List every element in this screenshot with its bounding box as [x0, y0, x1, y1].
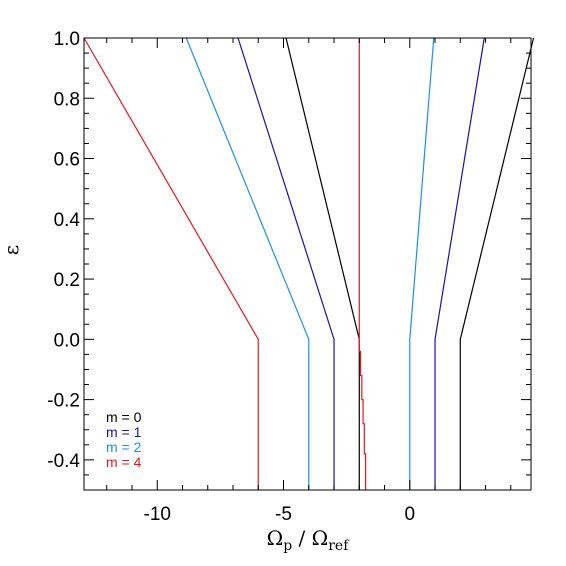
y-tick-label: 0.6: [54, 150, 80, 171]
y-tick-label: 0.2: [54, 270, 80, 291]
x-tick-label: 0: [404, 504, 415, 525]
axes: [83, 37, 532, 491]
ticks: [84, 37, 531, 491]
series-line-m-2-5: [409, 37, 435, 490]
y-tick-label: 0.0: [54, 330, 80, 351]
legend-item: m = 1: [106, 424, 142, 440]
series-line-m-4-6: [83, 37, 259, 490]
x-tick-label: -10: [144, 504, 171, 525]
x-tick-label: -5: [275, 504, 292, 525]
x-axis-label: Ωp / Ωref: [267, 526, 351, 554]
y-tick-label: 0.4: [54, 210, 81, 231]
series-line-m-0-1: [459, 37, 535, 490]
y-tick-label: 0.8: [54, 89, 80, 110]
series-layer: [83, 37, 535, 490]
tick-labels: -10 -5 0 1.0 0.8 0.6 0.4 0.2 0.0 -0.2 -0.4: [47, 29, 415, 525]
series-line-m-1-2: [237, 37, 335, 490]
legend-item: m = 4: [106, 454, 142, 470]
y-tick-label: -0.2: [47, 391, 80, 412]
series-line-m-1-3: [434, 37, 485, 490]
series-line-m-4-7: [358, 38, 367, 490]
series-line-m-0-0: [285, 37, 360, 490]
series-line-m-2-4: [185, 37, 310, 490]
legend-item: m = 0: [106, 409, 142, 425]
legend-item: m = 2: [106, 439, 142, 455]
plot-frame: [83, 37, 532, 491]
y-tick-label: -0.4: [47, 451, 80, 472]
y-axis-label: ε: [0, 245, 23, 255]
y-tick-label: 1.0: [54, 29, 80, 50]
legend: m = 0m = 1m = 2m = 4: [106, 409, 142, 470]
